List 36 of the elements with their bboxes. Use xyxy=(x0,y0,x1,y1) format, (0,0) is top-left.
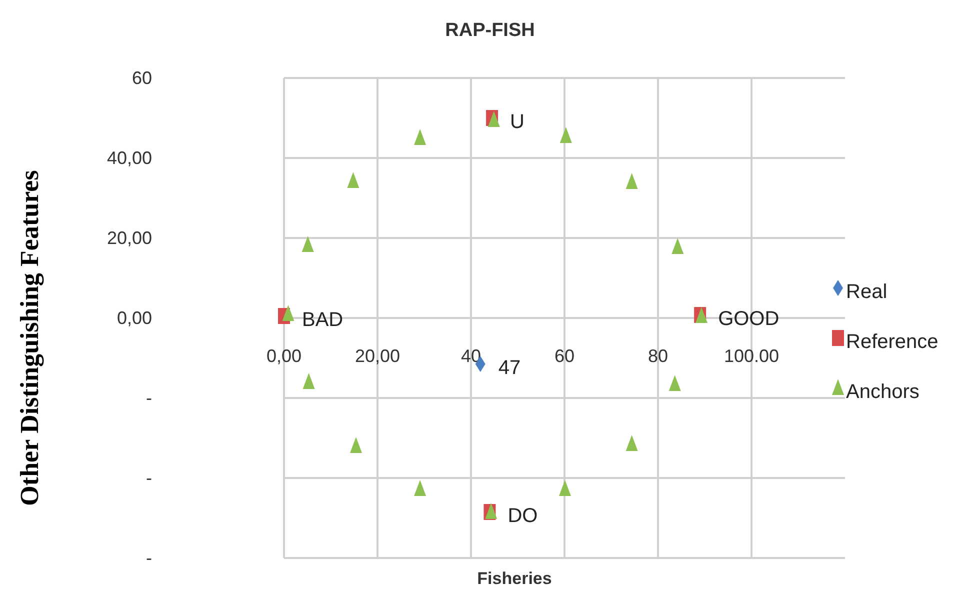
y-tick-label: 40,00 xyxy=(106,148,152,168)
x-tick-label: 80 xyxy=(648,346,668,366)
x-tick-label: 60 xyxy=(554,346,575,366)
point xyxy=(347,172,360,188)
legend-label: Anchors xyxy=(846,381,920,403)
x-tick-label: 0,00 xyxy=(266,346,302,366)
annotation: 47 xyxy=(498,357,521,379)
y-tick-label: 60 xyxy=(132,68,152,88)
y-tick-label: - xyxy=(146,388,152,408)
y-tick-label: - xyxy=(146,548,152,568)
legend-label: Reference xyxy=(846,331,938,353)
x-axis-title: Fisheries xyxy=(477,569,552,588)
point xyxy=(668,375,681,391)
point xyxy=(350,437,362,453)
point xyxy=(302,236,314,252)
point xyxy=(302,373,315,389)
y-tick-label: 0,00 xyxy=(116,308,152,328)
y-axis-title: Other Distinguishing Features xyxy=(15,170,44,506)
point xyxy=(626,435,638,451)
point xyxy=(414,480,426,496)
point xyxy=(560,127,572,143)
y-tick-label: 20,00 xyxy=(106,228,152,248)
legend-label: Real xyxy=(846,281,888,303)
x-tick-label: 20,00 xyxy=(354,346,400,366)
annotation: BAD xyxy=(302,309,344,331)
y-tick-label: - xyxy=(146,468,152,488)
x-tick-label: 100.00 xyxy=(724,346,780,366)
point xyxy=(626,173,638,189)
annotation: DO xyxy=(508,505,538,527)
point xyxy=(414,129,426,145)
point xyxy=(672,238,684,254)
point xyxy=(558,480,571,496)
chart-title: RAP-FISH xyxy=(445,20,535,41)
point xyxy=(282,305,294,321)
annotation: U xyxy=(510,111,524,133)
annotation: GOOD xyxy=(718,308,780,330)
